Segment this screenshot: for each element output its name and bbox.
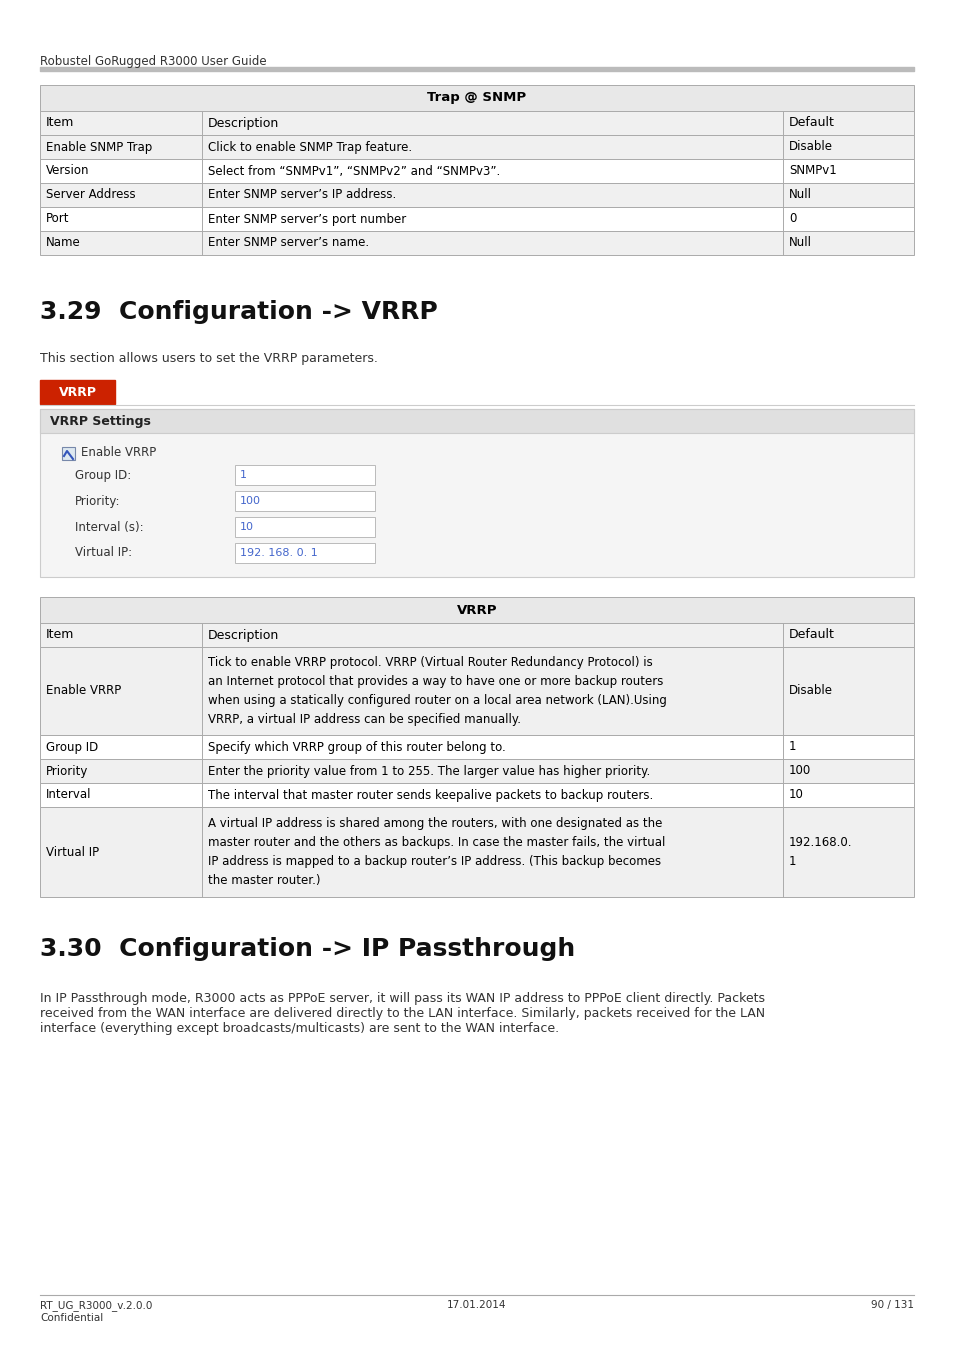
Text: when using a statically configured router on a local area network (LAN).Using: when using a statically configured route… — [208, 694, 666, 707]
Bar — [40, 597, 913, 622]
Text: VRRP, a virtual IP address can be specified manually.: VRRP, a virtual IP address can be specif… — [208, 713, 520, 726]
Text: Interval: Interval — [46, 788, 91, 802]
Bar — [40, 159, 913, 184]
Text: 3.30  Configuration -> IP Passthrough: 3.30 Configuration -> IP Passthrough — [40, 937, 575, 961]
Text: 192. 168. 0. 1: 192. 168. 0. 1 — [240, 548, 317, 558]
Text: Description: Description — [208, 116, 278, 130]
Text: an Internet protocol that provides a way to have one or more backup routers: an Internet protocol that provides a way… — [208, 675, 662, 688]
Text: Enable SNMP Trap: Enable SNMP Trap — [46, 140, 152, 154]
Text: Name: Name — [46, 236, 81, 250]
Text: Specify which VRRP group of this router belong to.: Specify which VRRP group of this router … — [208, 741, 505, 753]
Text: Group ID:: Group ID: — [75, 468, 132, 482]
Text: 100: 100 — [788, 764, 810, 778]
Text: Item: Item — [46, 116, 74, 130]
Text: Priority:: Priority: — [75, 494, 120, 508]
Bar — [40, 409, 913, 433]
Text: 17.01.2014: 17.01.2014 — [447, 1300, 506, 1310]
Text: Interval (s):: Interval (s): — [75, 521, 144, 533]
Text: Virtual IP:: Virtual IP: — [75, 547, 132, 559]
Text: Robustel GoRugged R3000 User Guide: Robustel GoRugged R3000 User Guide — [40, 55, 266, 68]
Bar — [40, 207, 913, 231]
Text: RT_UG_R3000_v.2.0.0
Confidential: RT_UG_R3000_v.2.0.0 Confidential — [40, 1300, 152, 1323]
Text: Default: Default — [788, 629, 834, 641]
Text: Null: Null — [788, 236, 811, 250]
Bar — [40, 184, 913, 207]
Text: Virtual IP: Virtual IP — [46, 845, 99, 859]
Text: VRRP Settings: VRRP Settings — [50, 414, 151, 428]
Text: Disable: Disable — [788, 140, 832, 154]
Bar — [40, 759, 913, 783]
Bar — [40, 734, 913, 759]
Bar — [40, 379, 115, 404]
Text: Port: Port — [46, 212, 70, 225]
Text: 3.29  Configuration -> VRRP: 3.29 Configuration -> VRRP — [40, 300, 437, 324]
Bar — [40, 409, 913, 576]
Text: SNMPv1: SNMPv1 — [788, 165, 836, 177]
Text: Group ID: Group ID — [46, 741, 98, 753]
Text: This section allows users to set the VRRP parameters.: This section allows users to set the VRR… — [40, 352, 377, 365]
Bar — [40, 622, 913, 647]
Bar — [62, 447, 75, 459]
Bar — [40, 111, 913, 135]
Bar — [40, 231, 913, 255]
Bar — [234, 517, 375, 537]
Text: master router and the others as backups. In case the master fails, the virtual: master router and the others as backups.… — [208, 836, 664, 849]
Text: Enter SNMP server’s name.: Enter SNMP server’s name. — [208, 236, 369, 250]
Text: 10: 10 — [788, 788, 803, 802]
Text: Select from “SNMPv1”, “SNMPv2” and “SNMPv3”.: Select from “SNMPv1”, “SNMPv2” and “SNMP… — [208, 165, 499, 177]
Text: IP address is mapped to a backup router’s IP address. (This backup becomes: IP address is mapped to a backup router’… — [208, 855, 660, 868]
Bar — [40, 647, 913, 734]
Bar — [40, 807, 913, 896]
Text: Trap @ SNMP: Trap @ SNMP — [427, 92, 526, 104]
Text: Enter SNMP server’s IP address.: Enter SNMP server’s IP address. — [208, 189, 395, 201]
Text: Description: Description — [208, 629, 278, 641]
Text: Default: Default — [788, 116, 834, 130]
Bar — [40, 783, 913, 807]
Text: the master router.): the master router.) — [208, 873, 320, 887]
Text: 1: 1 — [788, 741, 796, 753]
Text: Item: Item — [46, 629, 74, 641]
Bar — [234, 464, 375, 485]
Text: 90 / 131: 90 / 131 — [870, 1300, 913, 1310]
Text: Tick to enable VRRP protocol. VRRP (Virtual Router Redundancy Protocol) is: Tick to enable VRRP protocol. VRRP (Virt… — [208, 656, 652, 670]
Text: In IP Passthrough mode, R3000 acts as PPPoE server, it will pass its WAN IP addr: In IP Passthrough mode, R3000 acts as PP… — [40, 992, 764, 1035]
Text: Priority: Priority — [46, 764, 89, 778]
Text: Enter SNMP server’s port number: Enter SNMP server’s port number — [208, 212, 406, 225]
Text: Disable: Disable — [788, 684, 832, 698]
Text: 10: 10 — [240, 522, 253, 532]
Bar — [40, 85, 913, 111]
Text: Enter the priority value from 1 to 255. The larger value has higher priority.: Enter the priority value from 1 to 255. … — [208, 764, 649, 778]
Text: 192.168.0.: 192.168.0. — [788, 836, 852, 849]
Bar — [40, 135, 913, 159]
Text: Enable VRRP: Enable VRRP — [46, 684, 121, 698]
Bar — [234, 491, 375, 512]
Bar — [234, 543, 375, 563]
Text: Server Address: Server Address — [46, 189, 135, 201]
Text: The interval that master router sends keepalive packets to backup routers.: The interval that master router sends ke… — [208, 788, 652, 802]
Text: Version: Version — [46, 165, 90, 177]
Text: Null: Null — [788, 189, 811, 201]
Text: A virtual IP address is shared among the routers, with one designated as the: A virtual IP address is shared among the… — [208, 817, 661, 830]
Text: 0: 0 — [788, 212, 796, 225]
Text: Enable VRRP: Enable VRRP — [81, 447, 156, 459]
Text: 100: 100 — [240, 495, 261, 506]
Text: Click to enable SNMP Trap feature.: Click to enable SNMP Trap feature. — [208, 140, 412, 154]
Text: 1: 1 — [240, 470, 247, 481]
Text: VRRP: VRRP — [456, 603, 497, 617]
Text: VRRP: VRRP — [58, 386, 96, 398]
Text: 1: 1 — [788, 855, 796, 868]
